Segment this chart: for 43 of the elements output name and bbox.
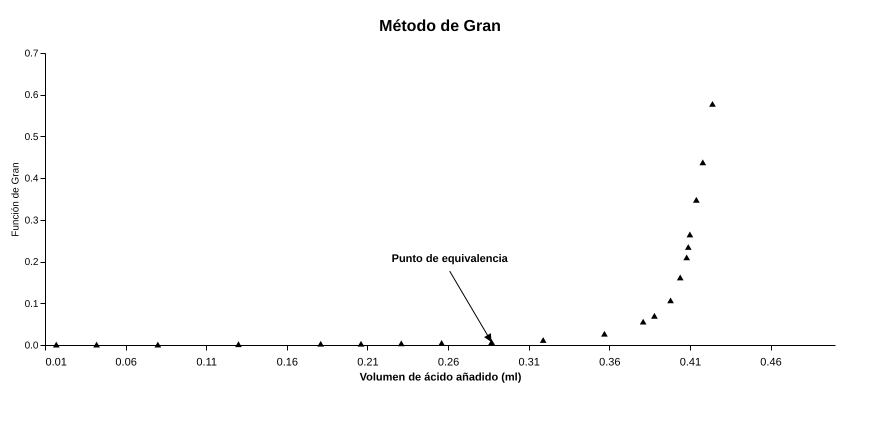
x-tick-label: 0.46 <box>760 356 782 368</box>
point <box>667 297 674 304</box>
point <box>640 318 646 325</box>
point <box>676 274 684 280</box>
point <box>686 232 694 238</box>
point <box>154 342 162 348</box>
x-axis-title: Volumen de ácido añadido (ml) <box>360 372 522 384</box>
y-tick-label: 0.2 <box>24 257 39 268</box>
point <box>683 254 690 260</box>
point <box>699 159 706 166</box>
chart-title: Método de Gran <box>379 18 501 35</box>
y-tick-label: 0.5 <box>24 132 39 143</box>
point <box>488 339 495 345</box>
point <box>358 340 364 347</box>
annotation: Punto de equivalencia <box>392 253 509 266</box>
x-tick-label: 0.21 <box>357 356 379 368</box>
y-tick-label: 0.6 <box>24 90 39 102</box>
x-tick-label: 0.11 <box>196 356 218 368</box>
point <box>317 340 324 347</box>
point <box>651 312 658 319</box>
point <box>52 342 60 348</box>
x-tick-label: 0.36 <box>599 356 620 368</box>
point <box>235 341 242 348</box>
point <box>540 337 547 343</box>
x-tick-label: 0.26 <box>438 356 460 368</box>
x-tick-label: 0.41 <box>680 356 702 368</box>
x-tick-label: 0.31 <box>518 356 540 368</box>
y-tick-label: 0.3 <box>24 215 39 226</box>
y-tick-label: 0.0 <box>24 340 39 352</box>
y-axis-title: Función de Gran <box>10 162 22 237</box>
y-tick-label: 0.4 <box>24 174 39 185</box>
point <box>93 342 100 348</box>
point <box>601 330 608 337</box>
point <box>438 340 445 346</box>
x-tick-label: 0.01 <box>46 356 67 368</box>
point <box>692 196 700 203</box>
point <box>684 244 692 250</box>
y-tick-label: 0.1 <box>24 298 39 310</box>
point <box>398 340 405 346</box>
point <box>709 100 716 107</box>
x-tick-label: 0.16 <box>276 356 298 368</box>
y-tick-label: 0.7 <box>24 48 39 60</box>
x-tick-label: 0.06 <box>115 356 137 368</box>
